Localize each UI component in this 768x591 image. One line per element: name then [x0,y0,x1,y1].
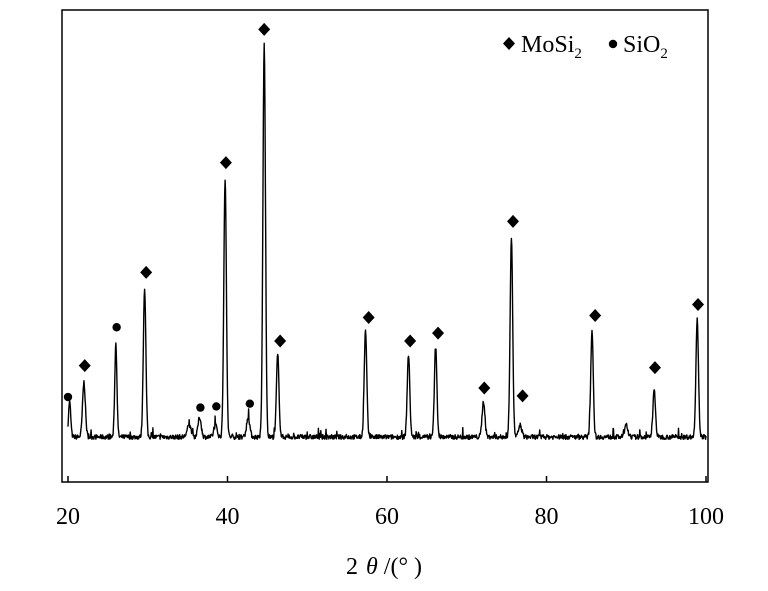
legend-dot-marker [608,39,618,49]
mosi2-peak-marker [404,334,417,348]
mosi2-peak-marker [140,265,153,279]
mosi2-peak-marker [692,298,705,312]
sio2-peak-marker [112,323,121,332]
x-tick-label: 60 [375,504,399,530]
mosi2-peak-marker [78,359,91,373]
x-tick-label: 40 [216,504,240,530]
sio2-peak-marker [63,392,73,402]
plot-frame [61,9,709,483]
mosi2-peak-marker [362,310,375,324]
x-tick-label: 80 [535,504,559,530]
x-axis-ticks [67,476,707,482]
x-axis-tick-labels: 20 40 60 80 100 [56,504,724,530]
sio2-peak-marker [212,402,221,411]
mosi2-peak-marker [274,334,287,348]
legend: MoSi2 SiO2 [503,32,668,62]
mosi2-peak-marker [589,308,602,322]
mosi2-peak-marker [258,22,271,36]
x-tick-label: 20 [56,504,80,530]
phase-markers [63,22,705,412]
legend-label-sio2: SiO2 [623,32,668,62]
sio2-peak-marker [196,403,205,412]
x-tick-label: 100 [688,504,724,530]
xrd-pattern-line [67,42,707,441]
mosi2-peak-marker [648,361,661,375]
sio2-peak-marker [245,399,255,408]
mosi2-peak-marker [507,214,520,228]
mosi2-peak-marker [432,326,445,340]
legend-diamond-marker [503,37,515,50]
mosi2-peak-marker [219,156,232,170]
mosi2-peak-marker [516,389,529,403]
mosi2-peak-marker [478,381,491,395]
legend-label-mosi2: MoSi2 [521,32,582,62]
